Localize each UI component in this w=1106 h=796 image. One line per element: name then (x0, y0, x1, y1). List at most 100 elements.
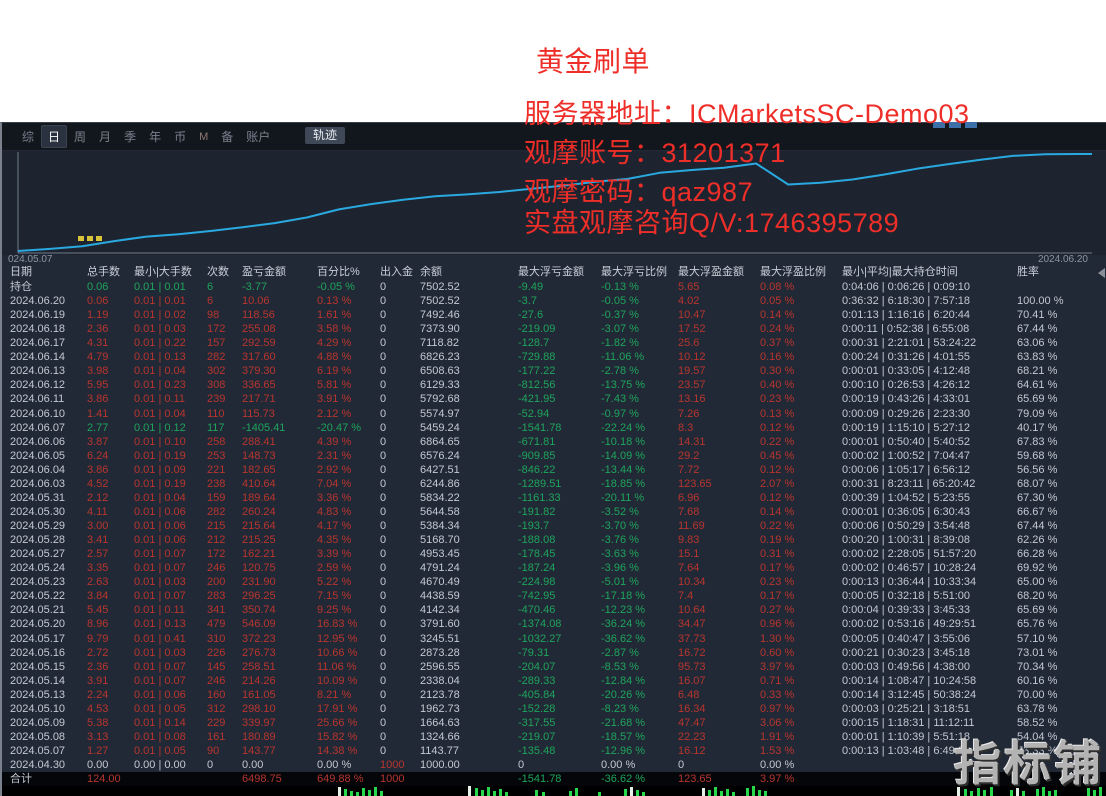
column-header: 最大浮盈金额 (678, 266, 744, 278)
table-row[interactable]: 2024.05.08 3.13 0.01 | 0.08 161 180.89 15.82 … (2, 730, 1106, 744)
cell-win_rate: 67.30 % (1017, 492, 1058, 504)
cell-date: 2024.06.14 (10, 351, 66, 363)
cell-count: 110 (207, 408, 225, 420)
cell-inout: 0 (380, 436, 387, 448)
cell-hold_time: 0:00:02 | 0:53:16 | 49:29:51 (842, 618, 977, 630)
column-header: 次数 (207, 266, 229, 278)
cell-max_fp: 5.65 (678, 281, 700, 293)
cell-pct: 4.35 % (317, 534, 352, 546)
cell-max_fp_pct: 0.23 % (760, 393, 795, 405)
cell-minmax: 0.01 | 0.07 (134, 590, 186, 602)
table-row[interactable]: 2024.05.21 5.45 0.01 | 0.11 341 350.74 9.25 %… (2, 603, 1106, 617)
cell-lots: 3.00 (87, 520, 109, 532)
table-row[interactable]: 2024.04.30 0.00 0.00 | 0.00 0 0.00 0.00 % 1000… (2, 758, 1106, 772)
table-row[interactable]: 2024.05.30 4.11 0.01 | 0.06 282 260.24 4.83 %… (2, 505, 1106, 519)
table-row[interactable]: 2024.06.06 3.87 0.01 | 0.10 258 288.41 4.39 %… (2, 435, 1106, 449)
table-row[interactable]: 2024.05.15 2.36 0.01 | 0.07 145 258.51 11.06 … (2, 660, 1106, 674)
cell-pct: 5.22 % (317, 576, 352, 588)
cell-max_dd: -52.94 (518, 408, 550, 420)
table-row[interactable]: 2024.06.14 4.79 0.01 | 0.13 282 317.60 4.88 %… (2, 350, 1106, 364)
table-row[interactable]: 2024.05.16 2.72 0.01 | 0.03 226 276.73 10.66 … (2, 646, 1106, 660)
menu-item-季[interactable]: 季 (124, 130, 137, 144)
activity-tick (726, 789, 729, 796)
table-row[interactable]: 2024.05.24 3.35 0.01 | 0.07 246 120.75 2.59 %… (2, 561, 1106, 575)
table-row[interactable]: 2024.05.22 3.84 0.01 | 0.07 283 296.25 7.15 %… (2, 589, 1106, 603)
activity-tick (1010, 790, 1013, 796)
cell-balance: 2873.28 (420, 647, 460, 659)
menu-item-日[interactable]: 日 (41, 125, 68, 148)
menu-item-月[interactable]: 月 (99, 130, 112, 144)
cell-inout: 0 (380, 745, 387, 757)
cell-pnl: 298.10 (242, 703, 276, 715)
table-row[interactable]: 2024.06.03 4.52 0.01 | 0.19 238 410.64 7.04 %… (2, 477, 1106, 491)
table-row[interactable]: 2024.06.20 0.06 0.01 | 0.01 6 10.06 0.13 % 0 75… (2, 294, 1106, 308)
cell-lots: 2.36 (87, 323, 109, 335)
table-row[interactable]: 2024.05.10 4.53 0.01 | 0.05 312 298.10 17.91 … (2, 702, 1106, 716)
table-row[interactable]: 2024.05.27 2.57 0.01 | 0.07 172 162.21 3.39 %… (2, 547, 1106, 561)
table-row[interactable]: 2024.06.17 4.31 0.01 | 0.22 157 292.59 4.29 %… (2, 336, 1106, 350)
cell-hold_time: 0:00:13 | 1:03:48 | 6:49:03 (842, 745, 971, 757)
table-row[interactable]: 2024.06.11 3.86 0.01 | 0.11 239 217.71 3.91 %… (2, 392, 1106, 406)
table-row[interactable]: 2024.05.29 3.00 0.01 | 0.06 215 215.64 4.17 %… (2, 519, 1106, 533)
table-row[interactable]: 2024.05.14 3.91 0.01 | 0.07 246 214.26 10.09 … (2, 674, 1106, 688)
cell-count: 246 (207, 562, 226, 574)
table-row[interactable]: 2024.06.10 1.41 0.01 | 0.04 110 115.73 2.12 %… (2, 407, 1106, 421)
menu-item-年[interactable]: 年 (149, 130, 162, 144)
cell-balance: 1962.73 (420, 703, 460, 715)
total-row[interactable]: 合计 124.00 6498.75 649.88 % 1000 -1541.78 -36.6… (2, 772, 1106, 786)
clipped-yellow-text-fragment (78, 236, 108, 241)
cell-count: 6 (207, 281, 214, 293)
menu-item-综[interactable]: 综 (22, 130, 35, 144)
cell-count: 221 (207, 464, 226, 476)
table-row[interactable]: 2024.05.28 3.41 0.01 | 0.06 212 215.25 4.35 %… (2, 533, 1106, 547)
menu-item-周[interactable]: 周 (74, 130, 87, 144)
cell-minmax: 0.01 | 0.05 (134, 745, 186, 757)
table-row[interactable]: 2024.06.18 2.36 0.01 | 0.03 172 255.08 3.58 %… (2, 322, 1106, 336)
cell-max_dd_pct: -14.09 % (601, 450, 646, 462)
cell-pnl: 162.21 (242, 548, 276, 560)
table-row[interactable]: 2024.06.05 6.24 0.01 | 0.19 253 148.73 2.31 %… (2, 449, 1106, 463)
activity-tick (642, 792, 645, 796)
cell-max_dd_pct: -21.68 % (601, 717, 646, 729)
table-row[interactable]: 2024.06.07 2.77 0.01 | 0.12 117 -1405.41 -20.… (2, 421, 1106, 435)
cell-max_fp: 7.68 (678, 506, 700, 518)
column-header: 最大浮盈比例 (760, 266, 826, 278)
activity-tick (746, 788, 749, 796)
cell-pnl: 288.41 (242, 436, 276, 448)
track-button[interactable]: 轨迹 (305, 127, 346, 144)
table-row[interactable]: 2024.05.13 2.24 0.01 | 0.06 160 161.05 8.21 %… (2, 688, 1106, 702)
equity-curve-svg (17, 152, 1092, 254)
cell-minmax: 0.01 | 0.14 (134, 717, 186, 729)
table-row[interactable]: 持仓 0.06 0.01 | 0.01 6 -3.77 -0.05 % 0 7502.52 -9… (2, 280, 1106, 294)
table-row[interactable]: 2024.05.09 5.38 0.01 | 0.14 229 339.97 25.66 … (2, 716, 1106, 730)
menu-item-账户[interactable]: 账户 (246, 130, 271, 144)
cell-balance: 6576.24 (420, 450, 460, 462)
cell-minmax: 0.01 | 0.07 (134, 562, 186, 574)
table-row[interactable]: 2024.06.19 1.19 0.01 | 0.02 98 118.56 1.61 % 0… (2, 308, 1106, 322)
cell-max_fp: 123.65 (678, 773, 712, 785)
menu-item-币[interactable]: 币 (174, 130, 187, 144)
menu-item-M[interactable]: M (199, 130, 209, 143)
cell-max_dd_pct: -0.37 % (601, 309, 639, 321)
scroll-left-arrow-icon[interactable] (1098, 268, 1105, 278)
cell-pnl: 296.25 (242, 590, 276, 602)
cell-win_rate: 65.69 % (1017, 393, 1058, 405)
menu-item-备[interactable]: 备 (221, 130, 234, 144)
cell-balance: 1664.63 (420, 717, 460, 729)
table-row[interactable]: 2024.05.07 1.27 0.01 | 0.05 90 143.77 14.38 %… (2, 744, 1106, 758)
activity-tick (720, 791, 723, 796)
table-row[interactable]: 2024.06.04 3.86 0.01 | 0.09 221 182.65 2.92 %… (2, 463, 1106, 477)
table-row[interactable]: 2024.06.13 3.98 0.01 | 0.04 302 379.30 6.19 %… (2, 364, 1106, 378)
table-row[interactable]: 2024.05.17 9.79 0.01 | 0.41 310 372.23 12.95 … (2, 632, 1106, 646)
table-row[interactable]: 2024.06.12 5.95 0.01 | 0.23 308 336.65 5.81 %… (2, 378, 1106, 392)
activity-tick (1087, 788, 1090, 796)
cell-max_dd_pct: -18.57 % (601, 731, 646, 743)
cell-lots: 2.63 (87, 576, 109, 588)
cell-balance: 6129.33 (420, 379, 460, 391)
table-row[interactable]: 2024.05.31 2.12 0.01 | 0.04 159 189.64 3.36 %… (2, 491, 1106, 505)
activity-tick (758, 790, 761, 796)
cell-max_fp: 25.6 (678, 337, 700, 349)
table-row[interactable]: 2024.05.20 8.96 0.01 | 0.13 479 546.09 16.83 … (2, 617, 1106, 631)
table-row[interactable]: 2024.05.23 2.63 0.01 | 0.03 200 231.90 5.22 %… (2, 575, 1106, 589)
cell-max_fp: 9.83 (678, 534, 700, 546)
